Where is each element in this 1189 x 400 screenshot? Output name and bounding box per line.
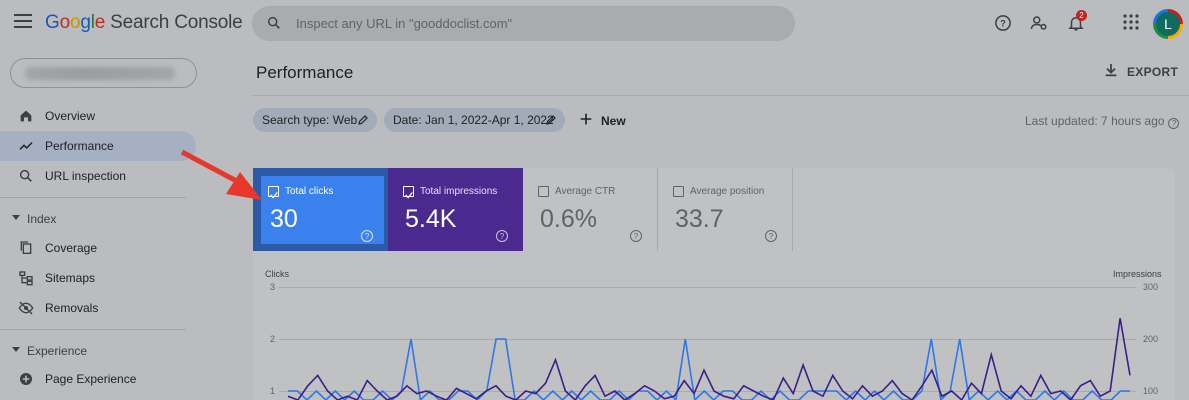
metric-average-ctr[interactable]: Average CTR 0.6% ? <box>523 168 658 251</box>
filter-chip-date[interactable]: Date: Jan 1, 2022-Apr 1, 2022 <box>384 108 565 132</box>
metric-average-position[interactable]: Average position 33.7 ? <box>658 168 793 251</box>
last-updated: Last updated: 7 hours ago? <box>1025 114 1180 129</box>
sidebar-divider <box>0 197 186 198</box>
url-inspect-search[interactable]: Inspect any URL in "gooddoclist.com" <box>252 6 795 41</box>
metric-value: 30 <box>270 205 298 233</box>
sidebar-item-page-experience[interactable]: Page Experience <box>0 364 196 394</box>
chevron-down-icon <box>12 347 20 352</box>
chevron-down-icon <box>12 215 20 220</box>
product-name: Search Console <box>110 12 243 33</box>
avatar[interactable]: L <box>1153 9 1183 39</box>
checkbox-unchecked-icon[interactable] <box>673 186 684 197</box>
y-tick-right: 100 <box>1143 386 1159 396</box>
eye-off-icon <box>18 301 34 315</box>
notification-badge: 2 <box>1076 10 1087 21</box>
help-icon[interactable]: ? <box>361 230 373 242</box>
gridline <box>279 339 1136 340</box>
home-icon <box>20 110 32 122</box>
plus-circle-icon <box>20 373 32 385</box>
sitemap-icon <box>19 271 33 286</box>
y-tick-left: 3 <box>270 282 276 292</box>
search-placeholder: Inspect any URL in "gooddoclist.com" <box>296 16 513 31</box>
page-title: Performance <box>256 63 354 82</box>
help-icon[interactable]: ? <box>765 230 777 242</box>
menu-icon[interactable] <box>14 14 32 28</box>
new-filter-button[interactable]: New <box>578 111 626 130</box>
y-tick-right: 200 <box>1143 334 1159 344</box>
edit-icon <box>546 115 556 125</box>
top-bar: Google Search Console Inspect any URL in … <box>0 0 1189 48</box>
trending-up-icon <box>19 142 33 150</box>
y-axis-right-label: Impressions <box>1113 269 1162 279</box>
gridline <box>279 391 1136 392</box>
filter-chip-search-type[interactable]: Search type: Web <box>253 108 377 132</box>
help-icon[interactable]: ? <box>630 230 642 242</box>
metric-value: 33.7 <box>675 205 724 233</box>
header-divider <box>253 95 1189 96</box>
y-tick-left: 1 <box>270 386 276 396</box>
sidebar-item-url-inspection[interactable]: URL inspection <box>0 161 196 191</box>
apps-grid-icon[interactable] <box>1123 14 1139 30</box>
sidebar-item-performance[interactable]: Performance <box>0 131 196 161</box>
file-copy-icon <box>20 241 32 254</box>
help-icon[interactable]: ? <box>496 230 508 242</box>
plus-icon <box>580 113 592 125</box>
sidebar-item-coverage[interactable]: Coverage <box>0 233 196 263</box>
metric-value: 0.6% <box>540 205 597 233</box>
search-icon <box>19 169 32 182</box>
metric-total-impressions[interactable]: Total impressions 5.4K ? <box>388 168 523 251</box>
property-name-redacted <box>25 67 175 80</box>
sidebar-item-sitemaps[interactable]: Sitemaps <box>0 263 196 293</box>
checkbox-checked-icon[interactable] <box>268 186 279 199</box>
sidebar-item-overview[interactable]: Overview <box>0 101 196 131</box>
help-icon[interactable]: ? <box>1168 118 1180 129</box>
metric-value: 5.4K <box>405 205 457 233</box>
gridline <box>279 287 1136 288</box>
y-tick-left: 2 <box>270 334 276 344</box>
sidebar-item-removals[interactable]: Removals <box>0 293 196 323</box>
search-icon <box>267 16 280 29</box>
y-axis-left-label: Clicks <box>265 269 289 279</box>
property-selector[interactable] <box>10 58 197 88</box>
help-icon[interactable]: ? <box>994 14 1012 32</box>
checkbox-checked-icon[interactable] <box>403 186 414 199</box>
sidebar-divider <box>0 329 186 330</box>
y-tick-right: 300 <box>1143 282 1159 292</box>
manage-users-icon[interactable] <box>1030 14 1048 32</box>
download-icon <box>1105 64 1117 77</box>
svg-text:?: ? <box>1000 18 1006 28</box>
series-line-impressions[interactable] <box>287 318 1131 400</box>
search-console-logo[interactable]: Google Search Console <box>45 12 243 33</box>
checkbox-unchecked-icon[interactable] <box>538 186 549 197</box>
metric-total-clicks[interactable]: Total clicks 30 ? <box>253 168 388 251</box>
edit-icon <box>358 115 368 125</box>
